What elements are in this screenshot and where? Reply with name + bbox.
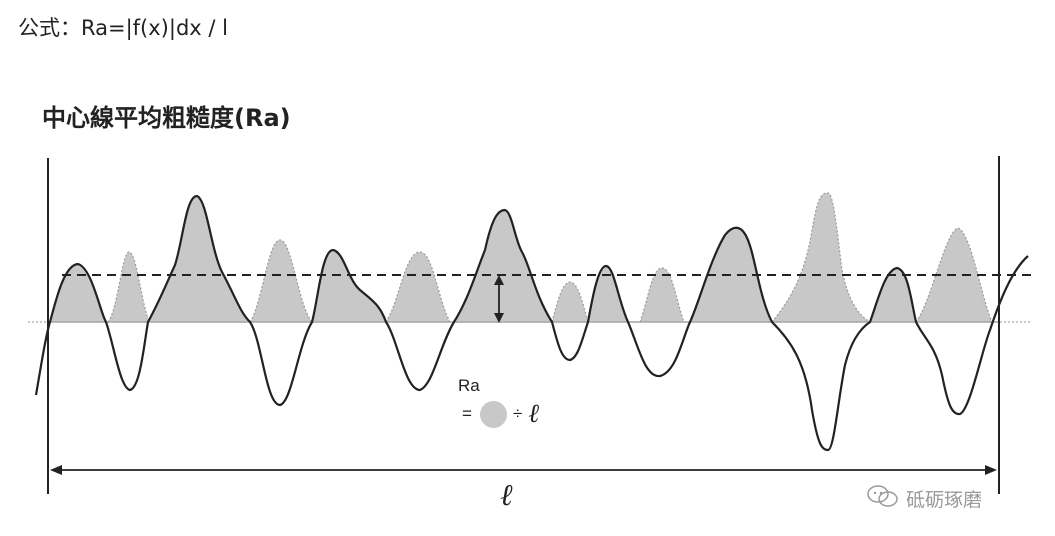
ell-symbol: ℓ [528,399,540,429]
watermark: 砥砺琢磨 [866,484,982,513]
divide-sign: ÷ [512,404,523,423]
roughness-profile [34,194,1029,452]
reflected-hump-3 [386,252,450,322]
positive-area-2 [148,196,250,322]
reflected-hump-5 [640,268,684,322]
reflected-outlines [107,192,993,323]
positive-area-7 [870,268,916,322]
ra-label: Ra [458,376,480,395]
area-fills [50,193,992,322]
diagram-title: 中心線平均粗糙度(Ra) [42,104,291,132]
reflected-hump-2 [250,240,312,322]
positive-area-4 [454,210,552,322]
formula-text: 公式：Ra=|f(x)|dx / l [18,16,228,40]
reflected-hump-1 [108,252,150,322]
equals-sign: = [462,404,472,423]
length-label: ℓ [500,478,513,513]
length-arrow [50,465,997,475]
watermark-text: 砥砺琢磨 [906,489,983,511]
ra-height-arrow [494,275,504,323]
wechat-icon [866,484,900,513]
ra-equation: = ÷ ℓ [462,399,539,429]
area-symbol [479,400,507,428]
positive-area-3 [312,250,386,322]
reflected-hump-6 [772,193,870,322]
reflected-hump-4 [552,282,588,322]
